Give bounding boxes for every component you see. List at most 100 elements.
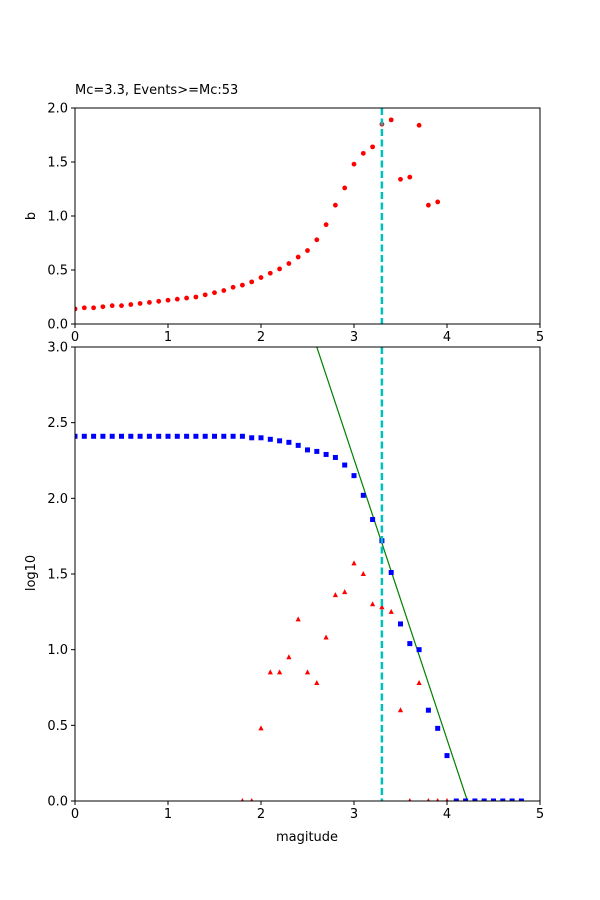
x-tick-label: 3 [350, 330, 358, 345]
x-tick-label: 0 [71, 330, 79, 345]
x-tick-label: 4 [443, 330, 451, 345]
plot-area [75, 117, 441, 312]
cumulative-point [416, 647, 422, 653]
data-point [165, 297, 171, 303]
data-point [305, 248, 310, 253]
data-point [249, 279, 255, 285]
noncumulative-point [250, 798, 254, 801]
data-point [333, 202, 338, 208]
cumulative-point [491, 798, 496, 801]
data-point [267, 270, 273, 276]
data-point [314, 237, 320, 243]
y-tick-label: 1.5 [47, 568, 68, 583]
cumulative-point [518, 798, 524, 801]
y-tick-label: 0.5 [47, 264, 68, 279]
cumulative-point [500, 798, 506, 801]
cumulative-point [332, 454, 338, 460]
cumulative-point [193, 433, 199, 439]
y-axis-title: b [24, 212, 39, 220]
cumulative-point [100, 433, 106, 439]
noncumulative-point [267, 669, 273, 675]
data-point [416, 122, 422, 128]
cumulative-point [435, 725, 441, 731]
cumulative-point [221, 433, 227, 439]
cumulative-point [323, 451, 329, 457]
cumulative-point [360, 492, 366, 498]
data-point [109, 303, 115, 309]
data-point [174, 296, 180, 302]
cumulative-point [277, 438, 283, 444]
cumulative-point [137, 433, 143, 439]
data-point [295, 254, 301, 260]
data-point [286, 261, 292, 266]
b-value-marks [75, 108, 441, 324]
noncumulative-point [445, 798, 449, 801]
cumulative-point [305, 447, 310, 453]
x-tick-label: 0 [71, 807, 79, 822]
x-axis-title: magitude [276, 830, 338, 845]
y-tick-label: 3.0 [47, 341, 68, 356]
data-point [435, 199, 441, 205]
cumulative-point [398, 621, 403, 627]
y-tick-label: 2.0 [47, 492, 68, 507]
y-tick-label: 0.0 [47, 318, 68, 333]
noncumulative-point [397, 707, 404, 713]
y-tick-label: 1.0 [47, 643, 68, 658]
cumulative-point [230, 433, 236, 439]
noncumulative-point [332, 592, 338, 598]
data-point [407, 174, 413, 180]
x-tick-label: 4 [443, 807, 451, 822]
data-point [147, 300, 152, 305]
x-tick-label: 5 [536, 807, 544, 822]
cumulative-point [128, 433, 134, 439]
noncumulative-point [351, 560, 357, 566]
x-tick-label: 1 [164, 807, 172, 822]
noncumulative-point [286, 654, 292, 660]
data-point [193, 294, 199, 300]
cumulative-point [314, 448, 320, 454]
plot-area [75, 347, 524, 801]
y-axis-title: log10 [24, 555, 39, 591]
b-value-axes: 0 1 2 3 4 5 0.0 0.5 1.0 1.5 2.0 [47, 102, 544, 346]
cumulative-point [388, 569, 394, 575]
cumulative-point [91, 433, 97, 439]
data-point [202, 292, 208, 298]
cumulative-point [165, 433, 171, 439]
noncumulative-point [416, 679, 422, 685]
cumulative-point [342, 462, 348, 468]
data-point [100, 304, 106, 310]
noncumulative-point [240, 798, 244, 801]
cumulative-point [295, 442, 301, 448]
noncumulative-point [304, 669, 311, 675]
cumulative-point [156, 433, 162, 439]
frequency-marks [75, 347, 524, 801]
noncumulative-point [323, 634, 329, 640]
x-tick-label: 5 [536, 330, 544, 345]
noncumulative-point [370, 601, 376, 607]
data-point [426, 202, 431, 208]
noncumulative-point [426, 798, 430, 801]
cumulative-point [453, 798, 459, 801]
cumulative-point [75, 433, 78, 439]
cumulative-point [351, 473, 357, 479]
plot-frame [74, 107, 541, 325]
data-point [323, 222, 329, 228]
data-point [342, 185, 348, 191]
cumulative-point [239, 433, 245, 439]
cumulative-point [249, 435, 255, 441]
data-point [137, 301, 143, 306]
data-point [360, 150, 366, 156]
y-tick-label: 0.5 [47, 719, 68, 734]
cumulative-point [509, 798, 515, 801]
data-point [351, 161, 357, 167]
data-point [388, 117, 394, 123]
data-point [184, 295, 190, 301]
noncumulative-point [277, 669, 283, 675]
data-point [128, 302, 134, 307]
noncumulative-point [436, 798, 440, 801]
y-tick-label: 2.5 [47, 416, 68, 431]
noncumulative-point [379, 604, 385, 610]
data-point [81, 305, 87, 311]
data-point [156, 298, 162, 304]
cumulative-point [81, 433, 87, 439]
